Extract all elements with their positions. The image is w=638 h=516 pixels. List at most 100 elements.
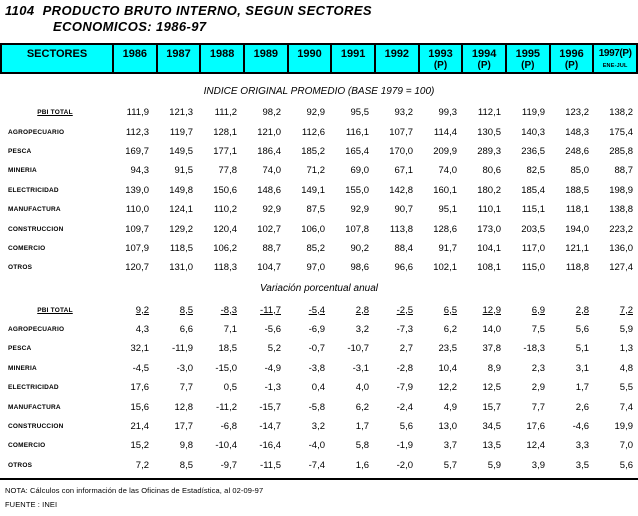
value-cell: 88,7 (262, 242, 282, 254)
value-cell: 149,1 (301, 184, 325, 196)
value-cell: -11,9 (172, 343, 193, 355)
value-cell: 67,1 (394, 165, 414, 177)
value-cell: -7,9 (396, 382, 413, 394)
value-cell: 155,0 (345, 184, 369, 196)
sector-label: AGROPECUARIO (8, 128, 65, 136)
value-cell: 113,8 (389, 223, 413, 235)
column-header-year-1997: 1997(P) ENE-JUL (592, 45, 636, 72)
value-cell: 98,2 (262, 107, 282, 119)
value-cell: 8,5 (179, 459, 193, 471)
year-label: 1987 (166, 48, 191, 60)
value-cell: 209,9 (433, 145, 457, 157)
value-cell: -7,3 (396, 324, 413, 336)
value-cell: 88,7 (614, 165, 634, 177)
value-cell: -2,4 (396, 401, 413, 413)
value-cell: 21,4 (130, 421, 150, 433)
value-cell: 223,2 (609, 223, 633, 235)
value-cell: -2,0 (396, 459, 413, 471)
column-header-year-1991: 1991 (330, 45, 374, 72)
value-cell: 17,6 (526, 421, 546, 433)
value-cell: 3,7 (443, 440, 457, 452)
table-row: MANUFACTURA 110,0 124,1 110,2 92,9 87,5 92,9 90… (0, 200, 638, 219)
value-cell: 121,1 (565, 242, 589, 254)
value-cell: 4,0 (355, 382, 369, 394)
sector-label: CONSTRUCCION (8, 423, 64, 431)
value-cell: 3,5 (575, 459, 589, 471)
value-cell: 1,3 (619, 343, 633, 355)
value-cell: 116,1 (345, 126, 369, 138)
value-cell: 108,1 (477, 262, 501, 274)
value-cell: 289,3 (477, 145, 501, 157)
value-cell: 7,0 (619, 440, 633, 452)
table-body: INDICE ORIGINAL PROMEDIO (BASE 1979 = 10… (0, 74, 638, 475)
value-cell: 92,9 (350, 204, 370, 216)
value-cell: 23,5 (438, 343, 458, 355)
value-cell: -15,7 (259, 401, 281, 413)
value-cell: 130,5 (477, 126, 501, 138)
footer-source: FUENTE : INEI (5, 500, 58, 509)
value-cell: 112,3 (125, 126, 149, 138)
value-cell: 6,2 (355, 401, 369, 413)
value-cell: 9,8 (179, 440, 193, 452)
year-label: 1994 (471, 48, 497, 60)
sector-label: MINERIA (8, 364, 37, 372)
value-cell: 104,1 (477, 242, 501, 254)
sector-label: ELECTRICIDAD (8, 186, 59, 194)
value-cell: 5,6 (575, 324, 589, 336)
table-row: MANUFACTURA 15,6 12,8 -11,2 -15,7 -5,8 6,2 -2,4… (0, 397, 638, 416)
value-cell: -3,8 (308, 362, 325, 374)
value-cell: 177,1 (213, 145, 237, 157)
sector-label: PBI TOTAL (37, 306, 73, 314)
value-cell: -1,3 (264, 382, 281, 394)
value-cell: 85,2 (306, 242, 326, 254)
value-cell: 173,0 (477, 223, 501, 235)
column-header-year-1995: 1995 (P) (505, 45, 549, 72)
value-cell: 15,6 (130, 401, 150, 413)
value-cell: 2,7 (399, 343, 413, 355)
value-cell: 175,4 (609, 126, 633, 138)
value-cell: 99,3 (438, 107, 458, 119)
sector-label: OTROS (8, 461, 33, 469)
value-cell: 5,5 (619, 382, 633, 394)
value-cell: 5,8 (355, 440, 369, 452)
value-cell: 90,2 (350, 242, 370, 254)
table-row: MINERIA -4,5 -3,0 -15,0 -4,9 -3,8 -3,1 -2,8 10,4… (0, 359, 638, 378)
value-cell: -5,4 (308, 304, 325, 316)
value-cell: 7,2 (619, 304, 633, 316)
value-cell: 106,0 (301, 223, 325, 235)
value-cell: 71,2 (306, 165, 326, 177)
value-cell: 1,7 (355, 421, 369, 433)
value-cell: 170,0 (389, 145, 413, 157)
value-cell: 80,6 (482, 165, 502, 177)
value-cell: 15,2 (130, 440, 150, 452)
value-cell: 203,5 (521, 223, 545, 235)
value-cell: 111,9 (126, 107, 149, 119)
value-cell: 121,3 (169, 107, 193, 119)
year-sublabel: ENE-JUL (602, 63, 628, 69)
value-cell: -7,4 (308, 459, 325, 471)
value-cell: 198,9 (609, 184, 633, 196)
value-cell: 285,8 (609, 145, 633, 157)
value-cell: -18,3 (523, 343, 545, 355)
value-cell: 17,6 (130, 382, 150, 394)
value-cell: -11,2 (216, 401, 237, 413)
table-row: ELECTRICIDAD 17,6 7,7 0,5 -1,3 0,4 4,0 -7,9 12,2… (0, 378, 638, 397)
value-cell: 95,5 (350, 107, 370, 119)
year-label: 1989 (253, 48, 279, 60)
value-cell: -4,6 (572, 421, 589, 433)
value-cell: 7,7 (179, 382, 193, 394)
value-cell: 18,5 (218, 343, 238, 355)
year-sublabel: (P) (477, 60, 491, 71)
table-row: MINERIA 94,3 91,5 77,8 74,0 71,2 69,0 67,1 74,0 8… (0, 161, 638, 180)
value-cell: -9,7 (220, 459, 237, 471)
value-cell: 2,9 (531, 382, 545, 394)
column-header-year-1992: 1992 (374, 45, 418, 72)
year-label: 1986 (122, 48, 148, 60)
value-cell: 19,9 (614, 421, 634, 433)
value-cell: 7,7 (531, 401, 545, 413)
value-cell: 13,0 (438, 421, 458, 433)
value-cell: 180,2 (477, 184, 501, 196)
value-cell: 74,0 (438, 165, 458, 177)
value-cell: 85,0 (570, 165, 590, 177)
table-row: CONSTRUCCION 21,4 17,7 -6,8 -14,7 3,2 1,7 5,6 13… (0, 417, 638, 436)
